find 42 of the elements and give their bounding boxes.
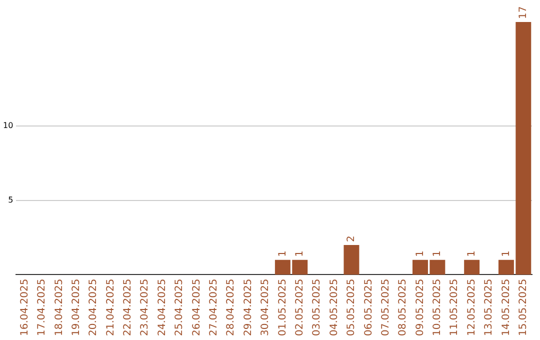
x-tick-label: 16.04.2025 <box>19 278 30 336</box>
x-tick-label: 25.04.2025 <box>174 278 186 336</box>
x-tick-label: 26.04.2025 <box>191 278 202 336</box>
x-tick-label: 02.05.2025 <box>294 278 306 336</box>
x-tick-label: 24.04.2025 <box>156 278 168 336</box>
x-tick-label: 21.04.2025 <box>105 278 116 336</box>
bar <box>464 260 480 275</box>
x-tick-label: 15.05.2025 <box>518 278 529 336</box>
x-tick-label: 08.05.2025 <box>398 278 409 336</box>
data-label: 2 <box>346 236 358 242</box>
x-tick-label: 10.05.2025 <box>432 278 444 336</box>
x-tick-label: 11.05.2025 <box>449 278 460 336</box>
x-tick-label: 17.04.2025 <box>36 278 48 336</box>
y-tick-label: 10 <box>2 121 14 130</box>
x-tick-label: 06.05.2025 <box>363 278 374 336</box>
data-label: 1 <box>466 250 478 257</box>
data-label: 1 <box>414 250 426 257</box>
bar <box>344 245 360 275</box>
x-tick-label: 22.04.2025 <box>122 278 134 336</box>
x-tick-label: 03.05.2025 <box>312 278 323 336</box>
x-tick-label: 30.04.2025 <box>260 278 272 336</box>
x-tick-label: 18.04.2025 <box>54 278 65 336</box>
x-tick-label: 27.04.2025 <box>208 278 220 336</box>
x-tick-label: 23.04.2025 <box>140 278 151 336</box>
x-tick-label: 19.04.2025 <box>70 278 82 336</box>
x-tick-label: 20.04.2025 <box>88 278 100 336</box>
x-tick-label: 07.05.2025 <box>380 278 392 336</box>
x-tick-label: 28.04.2025 <box>226 278 237 336</box>
x-tick-label: 13.05.2025 <box>484 278 495 336</box>
data-label: 1 <box>432 250 444 257</box>
data-label: 1 <box>500 250 512 257</box>
x-tick-label: 14.05.2025 <box>500 278 512 336</box>
y-tick-label: 5 <box>8 195 14 204</box>
data-label: 1 <box>294 250 306 257</box>
x-tick-label: 01.05.2025 <box>277 278 288 336</box>
x-tick-label: 29.04.2025 <box>242 278 254 336</box>
x-tick-label: 12.05.2025 <box>466 278 478 336</box>
x-tick-label: 04.05.2025 <box>328 278 340 336</box>
data-label: 17 <box>518 6 529 19</box>
x-tick-label: 05.05.2025 <box>346 278 358 336</box>
x-tick-label: 09.05.2025 <box>414 278 426 336</box>
data-label: 1 <box>277 250 288 257</box>
